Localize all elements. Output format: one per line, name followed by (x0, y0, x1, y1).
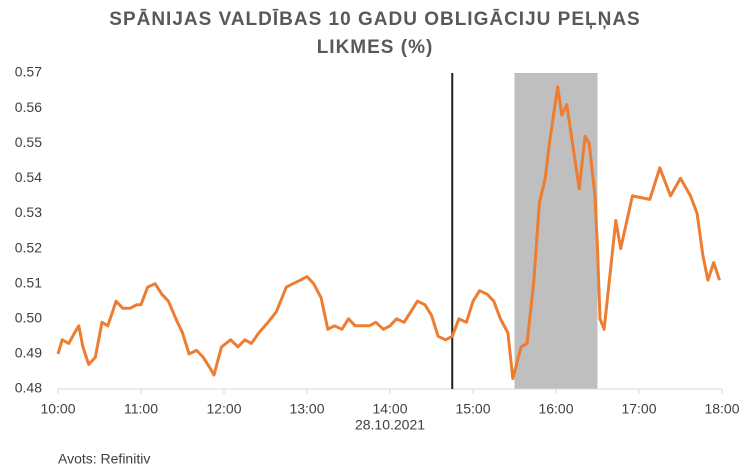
x-tick-label: 10:00 (40, 401, 75, 417)
x-tick-label: 11:00 (124, 401, 158, 417)
source: Avots: Refinitiv (58, 451, 150, 467)
x-tick-label: 16:00 (538, 401, 573, 417)
y-tick-label: 0.51 (15, 274, 42, 290)
date-label: 28.10.2021 (355, 417, 425, 433)
title-box: SPĀNIJAS VALDĪBAS 10 GADU OBLIGĀCIJU PEĻ… (0, 6, 750, 62)
y-tick-label: 0.53 (15, 204, 42, 220)
y-tick-label: 0.54 (15, 169, 42, 185)
y-tick-label: 0.49 (15, 345, 42, 361)
y-tick-label: 0.52 (15, 239, 42, 255)
x-tick-label: 12:00 (206, 401, 241, 417)
y-tick-label: 0.57 (15, 64, 42, 80)
y-tick-label: 0.50 (15, 309, 42, 325)
x-tick-label: 13:00 (289, 401, 324, 417)
x-tick-label: 18:00 (704, 401, 739, 417)
line-series (56, 85, 721, 380)
x-tick-label: 17:00 (621, 401, 656, 417)
y-tick-label: 0.56 (15, 99, 42, 115)
y-tick-label: 0.55 (15, 134, 42, 150)
chart-title: SPĀNIJAS VALDĪBAS 10 GADU OBLIGĀCIJU PEĻ… (109, 9, 641, 58)
x-tick-label: 14:00 (372, 401, 407, 417)
x-tick-label: 15:00 (455, 401, 490, 417)
y-tick-label: 0.48 (15, 380, 42, 396)
